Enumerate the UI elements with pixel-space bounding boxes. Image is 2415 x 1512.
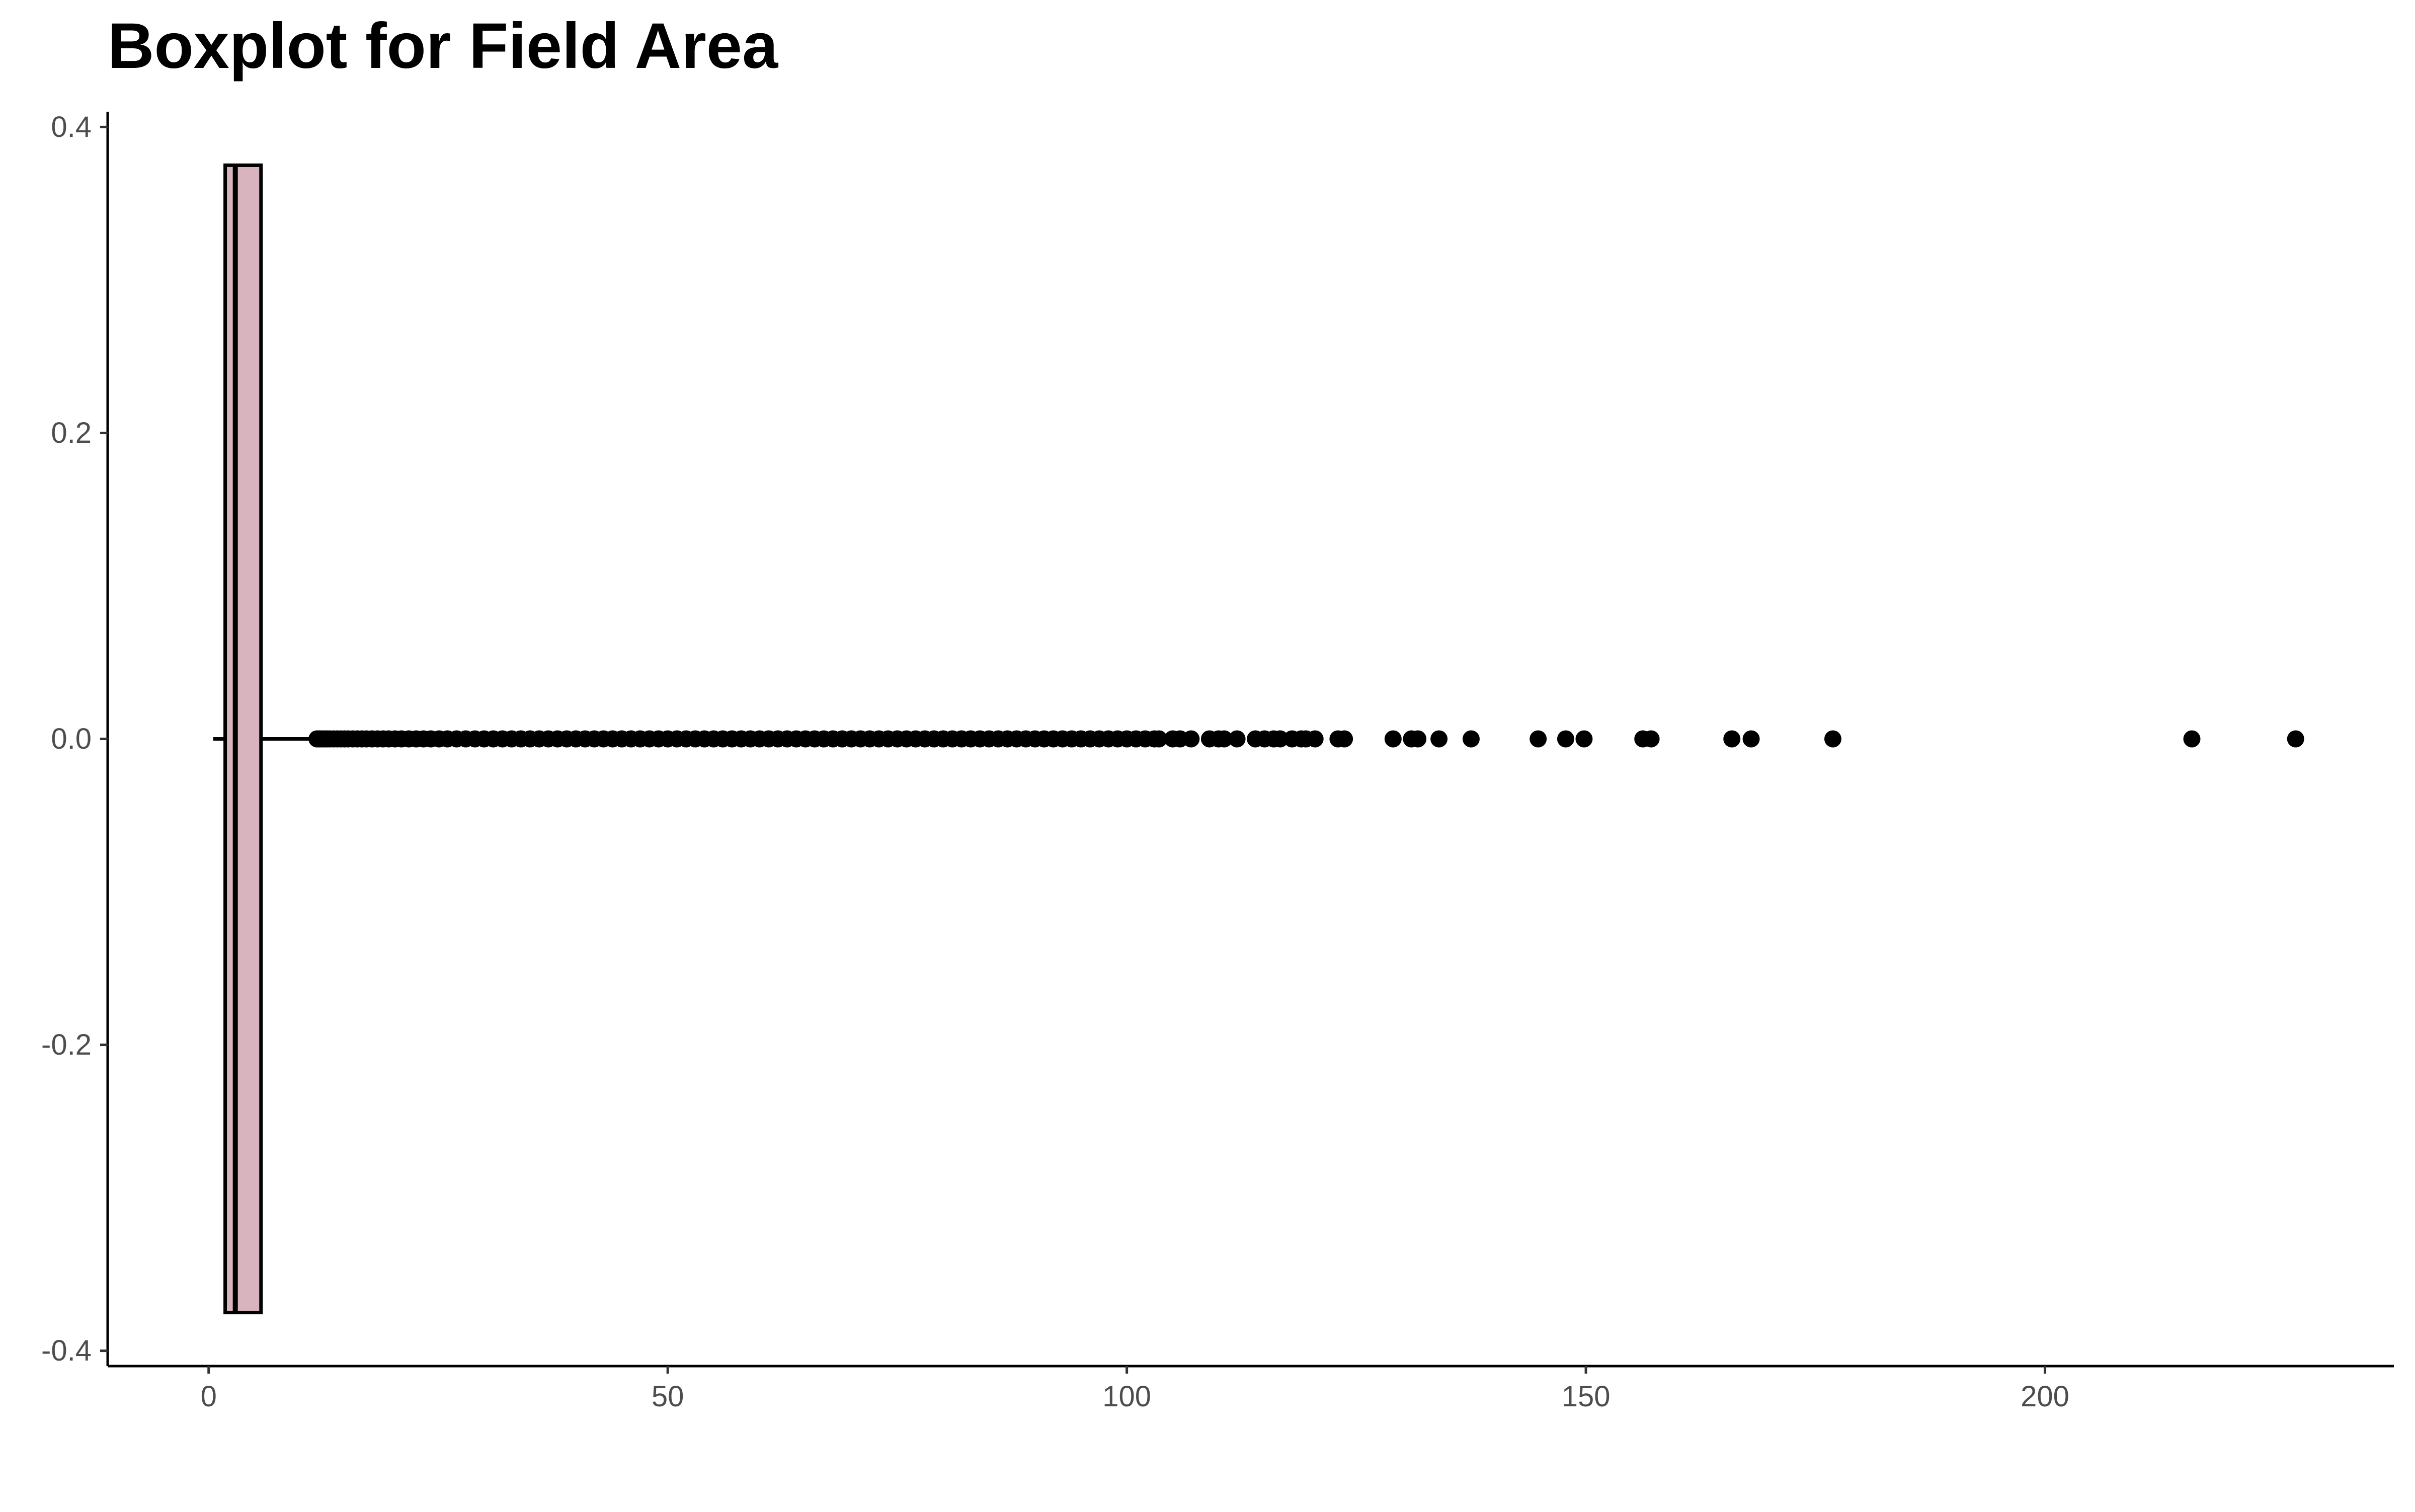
outlier-point (1824, 730, 1841, 748)
axes: 0.4 0.2 0.0 -0.2 -0.4 0 50 100 150 200 (41, 111, 2394, 1413)
outlier-point (2183, 730, 2201, 748)
x-tick-label: 100 (1102, 1380, 1151, 1413)
outlier-point (1150, 730, 1168, 748)
outlier-point (1742, 730, 1760, 748)
outlier-point (1575, 730, 1593, 748)
boxplot (213, 163, 314, 1315)
outlier-point (1642, 730, 1660, 748)
outlier-point (1462, 730, 1480, 748)
y-tick-label: -0.4 (41, 1334, 92, 1367)
outlier-point (1336, 730, 1353, 748)
y-tick-label: -0.2 (41, 1028, 92, 1061)
outlier-points (308, 730, 2304, 748)
outlier-point (1409, 730, 1427, 748)
outlier-point (1530, 730, 1547, 748)
outlier-point (1271, 730, 1289, 748)
outlier-point (2287, 730, 2304, 748)
outlier-point (1557, 730, 1574, 748)
x-tick-label: 150 (1562, 1380, 1611, 1413)
x-tick-label: 0 (201, 1380, 217, 1413)
y-tick-label: 0.0 (51, 723, 92, 755)
x-tick-label: 200 (2021, 1380, 2069, 1413)
outlier-point (1228, 730, 1246, 748)
outlier-point (1384, 730, 1402, 748)
outlier-point (1182, 730, 1200, 748)
chart-title: Boxplot for Field Area (108, 10, 778, 82)
outlier-point (1306, 730, 1324, 748)
y-tick-label: 0.2 (51, 417, 92, 449)
box (223, 163, 263, 1315)
y-tick-label: 0.4 (51, 111, 92, 143)
outlier-point (1723, 730, 1741, 748)
outlier-point (1430, 730, 1448, 748)
x-tick-label: 50 (652, 1380, 684, 1413)
outlier-point (1216, 730, 1233, 748)
